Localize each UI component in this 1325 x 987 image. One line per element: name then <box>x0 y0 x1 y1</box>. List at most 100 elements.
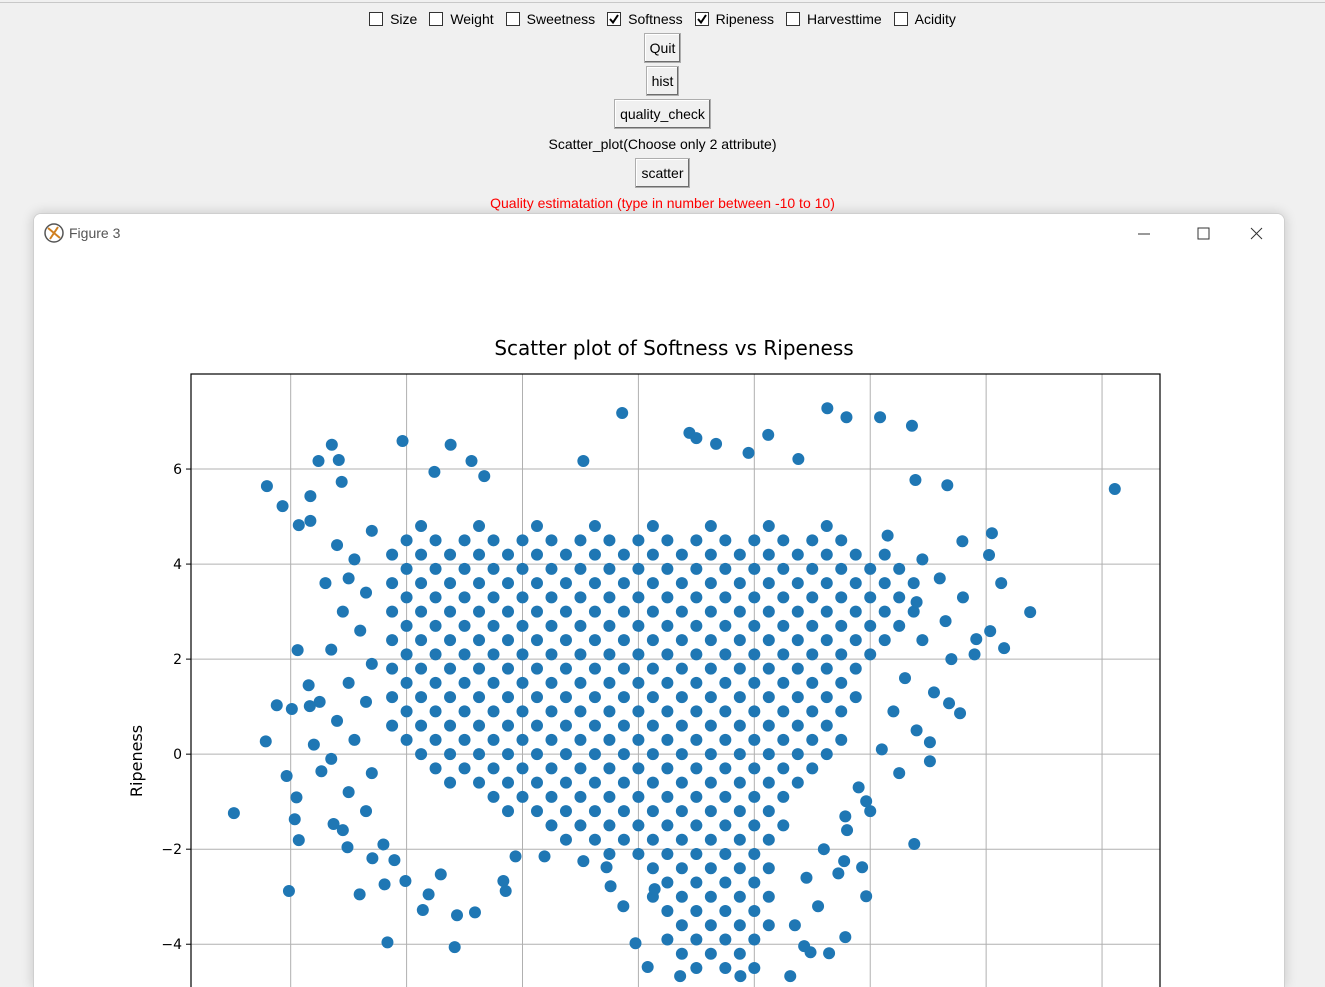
scatter-point <box>905 419 918 432</box>
scatter-point <box>719 961 732 974</box>
scatter-point <box>719 876 732 889</box>
scatter-point <box>415 548 428 561</box>
scatter-point <box>365 767 378 780</box>
scatter-point <box>733 805 746 818</box>
scatter-point <box>429 648 442 661</box>
scatter-point <box>956 535 969 548</box>
close-button[interactable] <box>1250 227 1263 240</box>
checkbox[interactable]: Ripeness <box>694 11 774 27</box>
scatter-point <box>444 548 457 561</box>
scatter-point <box>893 591 906 604</box>
scatter-point <box>617 833 630 846</box>
scatter-point <box>588 719 601 732</box>
checkbox[interactable]: Sweetness <box>505 11 595 27</box>
scatter-point <box>353 888 366 901</box>
checkbox[interactable]: Acidity <box>893 11 956 27</box>
scatter-point <box>939 615 952 628</box>
checkbox-box[interactable] <box>785 12 800 26</box>
scatter-point <box>762 548 775 561</box>
scatter-point <box>458 648 471 661</box>
scatter-point <box>468 906 481 919</box>
scatter-point <box>646 719 659 732</box>
scatter-point <box>690 790 703 803</box>
scatter-point <box>792 453 805 466</box>
button[interactable]: scatter <box>635 158 690 188</box>
label: Scatter_plot(Choose only 2 attribute) <box>548 136 777 152</box>
checkbox[interactable]: Weight <box>429 11 494 27</box>
scatter-point <box>603 819 616 832</box>
scatter-point <box>473 634 486 647</box>
checkbox[interactable]: Size <box>369 11 417 27</box>
app-icon <box>44 223 64 243</box>
scatter-point <box>603 705 616 718</box>
scatter-point <box>487 591 500 604</box>
scatter-point <box>661 847 674 860</box>
scatter-point <box>800 871 813 884</box>
scatter-point <box>762 833 775 846</box>
scatter-point <box>487 790 500 803</box>
scatter-point <box>365 524 378 537</box>
scatter-point <box>791 605 804 618</box>
check-mark <box>696 14 707 25</box>
scatter-point <box>530 520 543 533</box>
scatter-point <box>954 707 967 720</box>
scatter-point <box>923 736 936 749</box>
scatter-point <box>849 662 862 675</box>
scatter-point <box>545 591 558 604</box>
scatter-point <box>360 805 373 818</box>
scatter-point <box>719 762 732 775</box>
scatter-point <box>748 534 761 547</box>
scatter-point <box>690 619 703 632</box>
scatter-point <box>719 819 732 832</box>
scatter-point <box>429 591 442 604</box>
checkbox[interactable]: Softness <box>607 11 683 27</box>
scatter-point <box>675 548 688 561</box>
scatter-point <box>559 605 572 618</box>
button[interactable]: quality_check <box>614 99 711 129</box>
scatter-point <box>545 733 558 746</box>
window-controls <box>1138 227 1263 240</box>
scatter-point <box>835 619 848 632</box>
checkbox-box[interactable] <box>694 12 709 26</box>
checkbox[interactable]: Harvesttime <box>785 11 882 27</box>
scatter-point <box>835 733 848 746</box>
checkbox-box[interactable] <box>893 12 908 26</box>
scatter-point <box>342 572 355 585</box>
scatter-point <box>386 662 399 675</box>
scatter-point <box>574 790 587 803</box>
scatter-point <box>646 691 659 704</box>
scatter-point <box>632 534 645 547</box>
scatter-point <box>646 805 659 818</box>
scatter-point <box>259 735 272 748</box>
scatter-point <box>646 548 659 561</box>
checkbox-box[interactable] <box>505 12 520 26</box>
scatter-point <box>473 577 486 590</box>
scatter-point <box>415 520 428 533</box>
scatter-point <box>835 676 848 689</box>
scatter-point <box>762 862 775 875</box>
scatter-point <box>984 625 997 638</box>
scatter-point <box>559 548 572 561</box>
scatter-point <box>292 519 305 532</box>
scatter-point <box>388 854 401 867</box>
button[interactable]: hist <box>645 66 680 96</box>
scatter-point <box>864 805 877 818</box>
button[interactable]: Quit <box>643 33 682 63</box>
scatter-point <box>444 662 457 675</box>
scatter-point <box>710 437 723 450</box>
scatter-point <box>777 591 790 604</box>
scatter-point <box>487 762 500 775</box>
checkbox-box[interactable] <box>369 12 384 26</box>
scatter-point <box>777 534 790 547</box>
scatter-point <box>516 762 529 775</box>
checkbox-box[interactable] <box>607 12 622 26</box>
scatter-point <box>502 662 515 675</box>
scatter-point <box>574 619 587 632</box>
scatter-point <box>386 691 399 704</box>
checkbox-box[interactable] <box>429 12 444 26</box>
label: Quality estimatation (type in number bet… <box>490 195 835 211</box>
scatter-point <box>617 634 630 647</box>
maximize-button[interactable] <box>1197 227 1210 240</box>
scatter-point <box>675 634 688 647</box>
scatter-point <box>288 813 301 826</box>
